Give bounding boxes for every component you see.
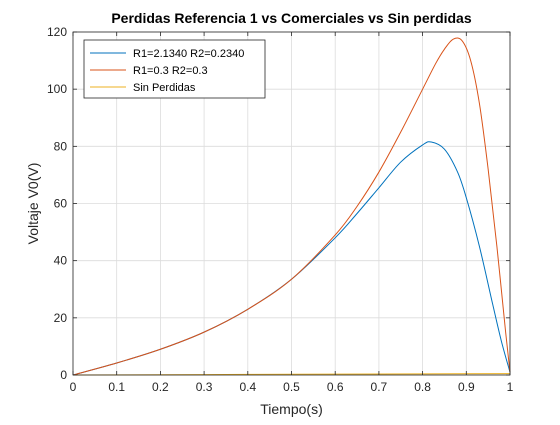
y-tick-label: 120 xyxy=(47,25,67,39)
x-tick-label: 1 xyxy=(507,380,514,394)
y-tick-label: 40 xyxy=(54,254,68,268)
y-tick-label: 60 xyxy=(54,197,68,211)
x-axis-label: Tiempo(s) xyxy=(260,401,323,417)
y-tick-label: 20 xyxy=(54,311,68,325)
legend-label-2: R1=0.3 R2=0.3 xyxy=(133,65,208,77)
y-tick-label: 100 xyxy=(47,82,67,96)
y-axis-label: Voltaje V0(V) xyxy=(25,163,41,245)
legend-label-1: R1=2.1340 R2=0.2340 xyxy=(133,48,244,60)
x-tick-label: 0.3 xyxy=(196,380,213,394)
legend-label-3: Sin Perdidas xyxy=(133,82,196,94)
x-tick-label: 0.5 xyxy=(283,380,300,394)
x-tick-label: 0.9 xyxy=(458,380,475,394)
x-tick-label: 0.2 xyxy=(152,380,169,394)
x-tick-label: 0.7 xyxy=(371,380,388,394)
y-tick-label: 80 xyxy=(54,139,68,153)
x-tick-label: 0.8 xyxy=(414,380,431,394)
x-tick-label: 0.1 xyxy=(108,380,125,394)
y-tick-label: 0 xyxy=(60,368,67,382)
series-line-2 xyxy=(72,37,511,376)
x-tick-label: 0 xyxy=(70,380,77,394)
chart-title: Perdidas Referencia 1 vs Comerciales vs … xyxy=(111,10,472,26)
legend-box xyxy=(83,39,266,99)
x-tick-label: 0.4 xyxy=(239,380,256,394)
legend: R1=2.1340 R2=0.2340 R1=0.3 R2=0.3 Sin Perd… xyxy=(83,39,266,99)
x-tick-label: 0.6 xyxy=(327,380,344,394)
axis-ticks: 0 0.1 0.2 0.3 0.4 0.5 0.6 0.7 0.8 0.9 1 0 20 40 60 80 10… xyxy=(47,25,514,394)
